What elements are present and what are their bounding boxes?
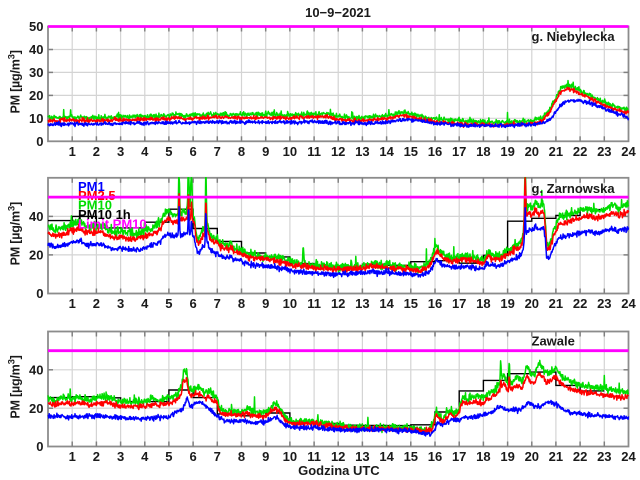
svg-text:7: 7 (214, 296, 221, 311)
svg-text:18: 18 (476, 144, 490, 159)
svg-text:11: 11 (307, 296, 321, 311)
svg-text:PM10 1h: PM10 1h (78, 207, 131, 222)
svg-text:2: 2 (93, 296, 100, 311)
svg-text:3: 3 (117, 449, 124, 464)
svg-text:7: 7 (214, 449, 221, 464)
svg-text:19: 19 (500, 449, 514, 464)
svg-text:22: 22 (573, 449, 587, 464)
svg-text:24: 24 (621, 144, 636, 159)
svg-text:14: 14 (379, 449, 394, 464)
svg-text:PM10: PM10 (78, 198, 112, 213)
svg-text:20: 20 (29, 401, 43, 416)
svg-text:15: 15 (404, 144, 418, 159)
svg-text:9: 9 (262, 449, 269, 464)
svg-text:4: 4 (141, 296, 149, 311)
svg-text:12: 12 (331, 449, 345, 464)
svg-text:23: 23 (597, 449, 611, 464)
svg-text:3: 3 (117, 144, 124, 159)
svg-text:0: 0 (36, 439, 43, 454)
svg-text:20: 20 (525, 449, 539, 464)
svg-text:PM [µg/m3]: PM [µg/m3] (7, 355, 23, 418)
svg-text:PM2.5: PM2.5 (78, 188, 116, 203)
svg-text:PM [µg/m3]: PM [µg/m3] (7, 50, 23, 113)
svg-text:21: 21 (549, 144, 563, 159)
svg-text:1: 1 (69, 296, 76, 311)
svg-text:2: 2 (93, 144, 100, 159)
svg-text:g. Niebylecka: g. Niebylecka (532, 29, 616, 44)
svg-text:18: 18 (476, 296, 490, 311)
svg-text:4: 4 (141, 449, 149, 464)
svg-text:10: 10 (283, 296, 297, 311)
svg-text:Limit PM10: Limit PM10 (78, 216, 147, 231)
svg-text:4: 4 (141, 144, 149, 159)
svg-text:12: 12 (331, 296, 345, 311)
svg-text:11: 11 (307, 449, 321, 464)
svg-text:1: 1 (69, 449, 76, 464)
svg-text:15: 15 (404, 449, 418, 464)
svg-text:22: 22 (573, 144, 587, 159)
svg-text:5: 5 (165, 296, 172, 311)
svg-text:50: 50 (29, 19, 43, 34)
svg-text:19: 19 (500, 144, 514, 159)
svg-text:15: 15 (404, 296, 418, 311)
svg-text:Zawale: Zawale (532, 334, 575, 349)
svg-text:Godzina UTC: Godzina UTC (298, 463, 380, 478)
svg-text:3: 3 (117, 296, 124, 311)
svg-text:40: 40 (29, 209, 43, 224)
svg-text:24: 24 (621, 449, 636, 464)
svg-text:40: 40 (29, 42, 43, 57)
svg-text:13: 13 (355, 449, 369, 464)
svg-text:6: 6 (189, 449, 196, 464)
svg-text:17: 17 (452, 144, 466, 159)
svg-text:9: 9 (262, 296, 269, 311)
svg-text:20: 20 (29, 248, 43, 263)
svg-text:13: 13 (355, 144, 369, 159)
svg-text:9: 9 (262, 144, 269, 159)
svg-text:21: 21 (549, 296, 563, 311)
svg-text:1: 1 (69, 144, 76, 159)
svg-text:7: 7 (214, 144, 221, 159)
svg-text:0: 0 (36, 134, 43, 149)
svg-text:20: 20 (525, 144, 539, 159)
svg-text:8: 8 (238, 144, 245, 159)
svg-text:14: 14 (379, 144, 394, 159)
svg-text:30: 30 (29, 65, 43, 80)
svg-text:22: 22 (573, 296, 587, 311)
svg-text:11: 11 (307, 144, 321, 159)
svg-text:16: 16 (428, 296, 442, 311)
svg-text:6: 6 (189, 296, 196, 311)
svg-text:16: 16 (428, 449, 442, 464)
svg-text:PM1: PM1 (78, 179, 105, 194)
svg-text:12: 12 (331, 144, 345, 159)
svg-text:8: 8 (238, 296, 245, 311)
svg-text:18: 18 (476, 449, 490, 464)
svg-text:19: 19 (500, 296, 514, 311)
svg-text:10−9−2021: 10−9−2021 (305, 5, 371, 20)
svg-text:5: 5 (165, 449, 172, 464)
svg-text:23: 23 (597, 296, 611, 311)
svg-text:17: 17 (452, 296, 466, 311)
svg-text:13: 13 (355, 296, 369, 311)
svg-text:10: 10 (283, 449, 297, 464)
svg-text:10: 10 (29, 111, 43, 126)
svg-text:2: 2 (93, 449, 100, 464)
svg-text:6: 6 (189, 144, 196, 159)
svg-text:0: 0 (36, 286, 43, 301)
svg-text:16: 16 (428, 144, 442, 159)
svg-text:40: 40 (29, 362, 43, 377)
svg-text:20: 20 (29, 88, 43, 103)
svg-text:10: 10 (283, 144, 297, 159)
svg-text:24: 24 (621, 296, 636, 311)
svg-text:14: 14 (379, 296, 394, 311)
svg-text:20: 20 (525, 296, 539, 311)
svg-text:21: 21 (549, 449, 563, 464)
svg-text:17: 17 (452, 449, 466, 464)
svg-text:5: 5 (165, 144, 172, 159)
svg-text:g. Zarnowska: g. Zarnowska (532, 181, 616, 196)
svg-text:8: 8 (238, 449, 245, 464)
svg-text:23: 23 (597, 144, 611, 159)
svg-text:PM [µg/m3]: PM [µg/m3] (7, 202, 23, 265)
